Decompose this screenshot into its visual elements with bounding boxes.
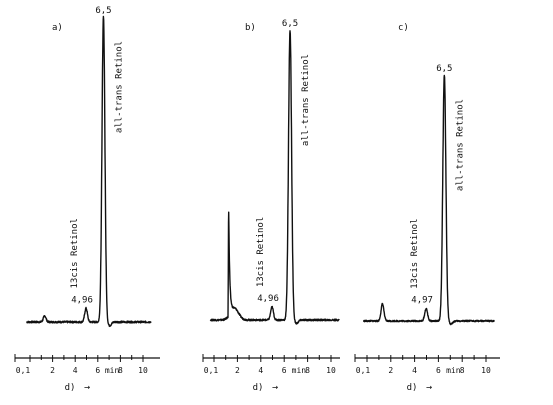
axis-tick-label-3-5: 8	[460, 366, 465, 375]
axis-tick-label-3-6: 10	[481, 366, 491, 375]
peak-time-label-1-1: 4,96	[71, 295, 93, 305]
axis-direction-arrow-3: →	[426, 382, 432, 393]
axis-unit-label-3: min	[446, 366, 461, 375]
peak-time-label-3-1: 4,97	[411, 296, 433, 306]
axis-tick-label-2-4: 6	[282, 366, 287, 375]
axis-tick-label-2-1: 0,1	[204, 366, 219, 375]
panel-label-3: c)	[398, 23, 409, 33]
peak-time-label-2-1: 4,96	[257, 294, 279, 304]
axis-tick-label-1-2: 2	[50, 366, 55, 375]
axis-unit-label-1: min	[105, 366, 120, 375]
peak-compound-label-1-1: 13cis Retinol	[70, 218, 80, 288]
peak-compound-label-3-2: all-trans Retinol	[455, 99, 465, 191]
axis-direction-label-1: d)	[65, 383, 76, 393]
axis-direction-arrow-2: →	[272, 382, 278, 393]
panel-label-1: a)	[52, 23, 63, 33]
axis-direction-label-2: d)	[253, 383, 264, 393]
axis-tick-label-1-4: 6	[95, 366, 100, 375]
axis-tick-label-1-1: 0,1	[16, 366, 31, 375]
axis-direction-arrow-1: →	[84, 382, 90, 393]
chromatogram-trace-3	[362, 74, 495, 326]
peak-compound-label-2-2: all-trans Retinol	[301, 54, 311, 146]
peak-time-label-2-2: 6,5	[282, 19, 298, 29]
axis-tick-label-3-1: 0,1	[356, 366, 371, 375]
peak-compound-label-3-1: 13cis Retinol	[410, 218, 420, 288]
peak-compound-label-2-1: 13cis Retinol	[256, 217, 266, 287]
axis-tick-label-2-3: 4	[258, 366, 263, 375]
axis-direction-label-3: d)	[407, 383, 418, 393]
axis-tick-label-1-3: 4	[73, 366, 78, 375]
axis-tick-label-2-2: 2	[235, 366, 240, 375]
axis-unit-label-2: min	[292, 366, 307, 375]
axis-tick-label-3-4: 6	[436, 366, 441, 375]
peak-time-label-3-2: 6,5	[436, 64, 452, 74]
chromatogram-trace-2	[209, 30, 340, 325]
axis-tick-label-2-6: 10	[326, 366, 336, 375]
axis-tick-label-1-6: 10	[138, 366, 148, 375]
peak-time-label-1-2: 6,5	[95, 6, 111, 16]
axis-tick-label-2-5: 8	[305, 366, 310, 375]
panel-label-2: b)	[245, 23, 256, 33]
axis-tick-label-3-3: 4	[412, 366, 417, 375]
axis-tick-label-3-2: 2	[388, 366, 393, 375]
peak-compound-label-1-2: all-trans Retinol	[114, 41, 124, 133]
chromatogram-trace-1	[26, 15, 152, 328]
axis-tick-label-1-5: 8	[118, 366, 123, 375]
